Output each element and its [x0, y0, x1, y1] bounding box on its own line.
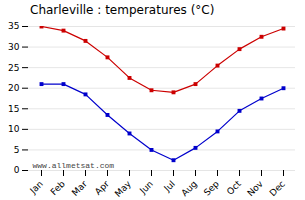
svg-text:Aug: Aug: [179, 179, 199, 198]
svg-text:30: 30: [8, 42, 20, 52]
svg-text:5: 5: [14, 145, 20, 155]
svg-text:Mar: Mar: [70, 178, 89, 197]
svg-text:Jul: Jul: [161, 179, 176, 194]
html-text:Charleville : temperatures (°C: Charleville : temperatures (°C): [30, 3, 215, 17]
svg-text:15: 15: [8, 104, 19, 114]
svg-text:0: 0: [14, 165, 20, 175]
svg-text:Nov: Nov: [245, 178, 265, 198]
svg-text:Jan: Jan: [27, 179, 45, 197]
svg-text:www.allmetsat.com: www.allmetsat.com: [33, 161, 115, 170]
svg-text:Dec: Dec: [268, 179, 287, 198]
svg-text:Sep: Sep: [202, 179, 221, 198]
svg-text:Apr: Apr: [93, 179, 111, 197]
svg-text:25: 25: [8, 63, 19, 73]
svg-text:Feb: Feb: [49, 179, 68, 198]
svg-text:20: 20: [8, 83, 20, 93]
svg-text:10: 10: [8, 124, 20, 134]
svg-text:Jun: Jun: [137, 179, 155, 197]
svg-text:Oct: Oct: [225, 178, 243, 196]
svg-text:35: 35: [8, 21, 19, 31]
svg-text:May: May: [113, 178, 134, 198]
